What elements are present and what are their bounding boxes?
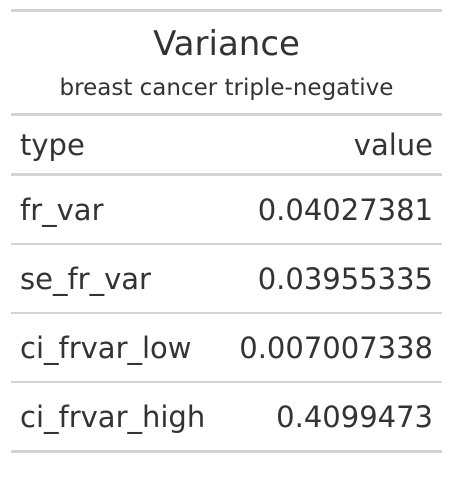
table-row: fr_var 0.04027381	[11, 176, 442, 243]
cell-type: fr_var	[20, 192, 104, 227]
row-separator	[11, 381, 442, 383]
column-header-value: value	[353, 127, 433, 162]
column-header-type: type	[20, 127, 85, 162]
cell-type: ci_frvar_low	[20, 330, 192, 365]
row-separator	[11, 243, 442, 245]
table-title: Variance	[153, 24, 300, 64]
cell-value: 0.04027381	[257, 192, 433, 227]
table-row: se_fr_var 0.03955335	[11, 245, 442, 312]
gt-table: Variance breast cancer triple-negative t…	[11, 9, 442, 453]
row-separator	[11, 312, 442, 314]
cell-type: ci_frvar_high	[20, 399, 206, 434]
cell-value: 0.4099473	[276, 399, 433, 434]
heading-rule	[11, 113, 442, 116]
cell-value: 0.007007338	[239, 330, 433, 365]
cell-type: se_fr_var	[20, 261, 151, 296]
table-subtitle: breast cancer triple-negative	[59, 75, 394, 101]
table-row: ci_frvar_high 0.4099473	[11, 383, 442, 450]
table-top-rule	[11, 9, 442, 12]
table-bottom-rule	[11, 450, 442, 453]
column-header-rule	[11, 173, 442, 176]
column-header-row: type value	[11, 116, 442, 173]
table-row: ci_frvar_low 0.007007338	[11, 314, 442, 381]
cell-value: 0.03955335	[257, 261, 433, 296]
